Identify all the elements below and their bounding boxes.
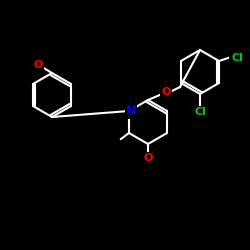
- Text: O: O: [161, 87, 171, 97]
- Text: O: O: [143, 153, 153, 163]
- Text: N: N: [126, 104, 136, 118]
- Text: Cl: Cl: [194, 107, 206, 117]
- Text: O: O: [33, 60, 43, 70]
- Text: Cl: Cl: [231, 53, 243, 63]
